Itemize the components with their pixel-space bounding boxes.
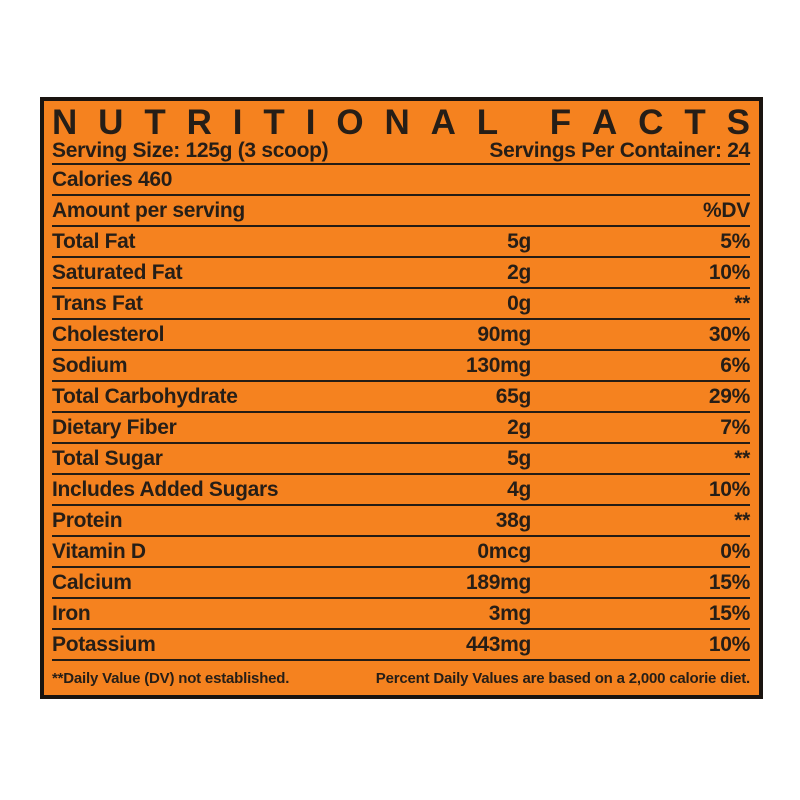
nutrient-dv: 29%	[708, 385, 750, 408]
nutrient-amount: 0g	[507, 292, 531, 315]
nutrient-name: Vitamin D	[52, 540, 146, 563]
nutrient-dv: 6%	[720, 354, 750, 377]
nutrient-dv: 15%	[708, 571, 750, 594]
nutrient-row-vitamin-d: Vitamin D 0mcg 0%	[52, 535, 750, 566]
nutrient-name: Total Fat	[52, 230, 136, 253]
nutrient-row-sodium: Sodium 130mg 6%	[52, 349, 750, 380]
nutrient-amount: 5g	[507, 230, 531, 253]
serving-info-row: Serving Size: 125g (3 scoop) Servings Pe…	[52, 138, 750, 163]
percent-dv-header: %DV	[703, 199, 750, 222]
column-header-row: Amount per serving %DV	[52, 194, 750, 225]
nutrient-amount: 4g	[507, 478, 531, 501]
nutrient-dv: 10%	[708, 261, 750, 284]
nutrient-name: Sodium	[52, 354, 128, 377]
nutrient-row-total-sugar: Total Sugar 5g **	[52, 442, 750, 473]
nutrient-name: Saturated Fat	[52, 261, 183, 284]
nutrient-name: Calcium	[52, 571, 132, 594]
footnote-dv-not-established: **Daily Value (DV) not established.	[52, 669, 290, 687]
nutrient-dv: 10%	[708, 478, 750, 501]
nutrient-dv: 7%	[720, 416, 750, 439]
nutrient-row-total-fat: Total Fat 5g 5%	[52, 225, 750, 256]
amount-per-serving-header: Amount per serving	[52, 199, 245, 222]
nutrient-name: Iron	[52, 602, 91, 625]
nutrient-row-potassium: Potassium 443mg 10%	[52, 628, 750, 659]
nutrient-dv: 30%	[708, 323, 750, 346]
nutrient-row-calcium: Calcium 189mg 15%	[52, 566, 750, 597]
nutrient-name: Total Sugar	[52, 447, 163, 470]
calories-text: Calories 460	[52, 168, 173, 191]
nutrient-dv: 0%	[720, 540, 750, 563]
nutrient-amount: 38g	[495, 509, 532, 532]
nutrient-amount: 189mg	[465, 571, 531, 594]
nutrient-amount: 65g	[495, 385, 532, 408]
nutrient-row-protein: Protein 38g **	[52, 504, 750, 535]
nutrient-name: Total Carbohydrate	[52, 385, 238, 408]
nutrient-dv: 15%	[708, 602, 750, 625]
nutrient-amount: 0mcg	[477, 540, 531, 563]
nutrient-amount: 130mg	[465, 354, 531, 377]
nutrient-amount: 3mg	[488, 602, 532, 625]
nutrient-amount: 5g	[507, 447, 531, 470]
nutrient-dv: 10%	[708, 633, 750, 656]
nutrient-row-saturated-fat: Saturated Fat 2g 10%	[52, 256, 750, 287]
nutrient-name: Dietary Fiber	[52, 416, 177, 439]
nutrient-dv: **	[734, 447, 750, 470]
nutrient-amount: 443mg	[465, 633, 531, 656]
serving-size-text: Serving Size: 125g (3 scoop)	[52, 138, 329, 162]
nutrient-name: Potassium	[52, 633, 156, 656]
nutrient-amount: 2g	[507, 261, 531, 284]
nutrient-row-dietary-fiber: Dietary Fiber 2g 7%	[52, 411, 750, 442]
nutrient-row-added-sugars: Includes Added Sugars 4g 10%	[52, 473, 750, 504]
nutrient-amount: 2g	[507, 416, 531, 439]
nutrient-amount: 90mg	[477, 323, 531, 346]
nutrient-row-total-carbohydrate: Total Carbohydrate 65g 29%	[52, 380, 750, 411]
nutrient-row-iron: Iron 3mg 15%	[52, 597, 750, 628]
servings-per-container-text: Servings Per Container: 24	[489, 138, 750, 162]
nutrient-name: Trans Fat	[52, 292, 143, 315]
nutrient-dv: 5%	[720, 230, 750, 253]
calories-row: Calories 460	[52, 163, 750, 194]
nutrient-name: Protein	[52, 509, 123, 532]
nutrient-name: Includes Added Sugars	[52, 478, 279, 501]
nutrient-dv: **	[734, 509, 750, 532]
nutrient-dv: **	[734, 292, 750, 315]
nutrient-row-trans-fat: Trans Fat 0g **	[52, 287, 750, 318]
footnote-percent-dv-basis: Percent Daily Values are based on a 2,00…	[375, 669, 750, 687]
nutrient-row-cholesterol: Cholesterol 90mg 30%	[52, 318, 750, 349]
footnotes-row: **Daily Value (DV) not established. Perc…	[52, 659, 750, 695]
nutrient-name: Cholesterol	[52, 323, 165, 346]
